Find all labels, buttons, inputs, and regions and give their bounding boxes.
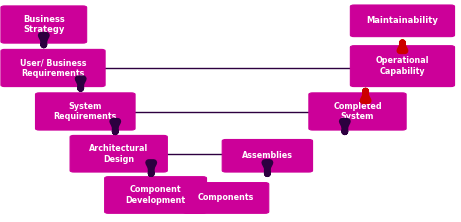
Text: Operational
Capability: Operational Capability: [376, 56, 429, 76]
FancyBboxPatch shape: [222, 139, 313, 172]
Text: Architectural
Design: Architectural Design: [89, 144, 148, 164]
Text: User/ Business
Requirements: User/ Business Requirements: [20, 58, 86, 78]
FancyBboxPatch shape: [309, 93, 406, 130]
Text: Components: Components: [198, 193, 254, 202]
FancyBboxPatch shape: [70, 135, 167, 172]
FancyBboxPatch shape: [350, 5, 455, 37]
FancyBboxPatch shape: [183, 182, 269, 213]
Text: Maintainability: Maintainability: [366, 16, 438, 25]
FancyBboxPatch shape: [35, 93, 135, 130]
Text: Completed
System: Completed System: [333, 102, 382, 121]
FancyBboxPatch shape: [350, 46, 455, 87]
FancyBboxPatch shape: [1, 49, 105, 87]
FancyBboxPatch shape: [1, 6, 87, 43]
Text: Assemblies: Assemblies: [242, 151, 293, 160]
FancyBboxPatch shape: [105, 177, 207, 213]
Text: System
Requirements: System Requirements: [53, 102, 117, 121]
Text: Component
Development: Component Development: [125, 185, 186, 205]
Text: Business
Strategy: Business Strategy: [23, 15, 65, 34]
